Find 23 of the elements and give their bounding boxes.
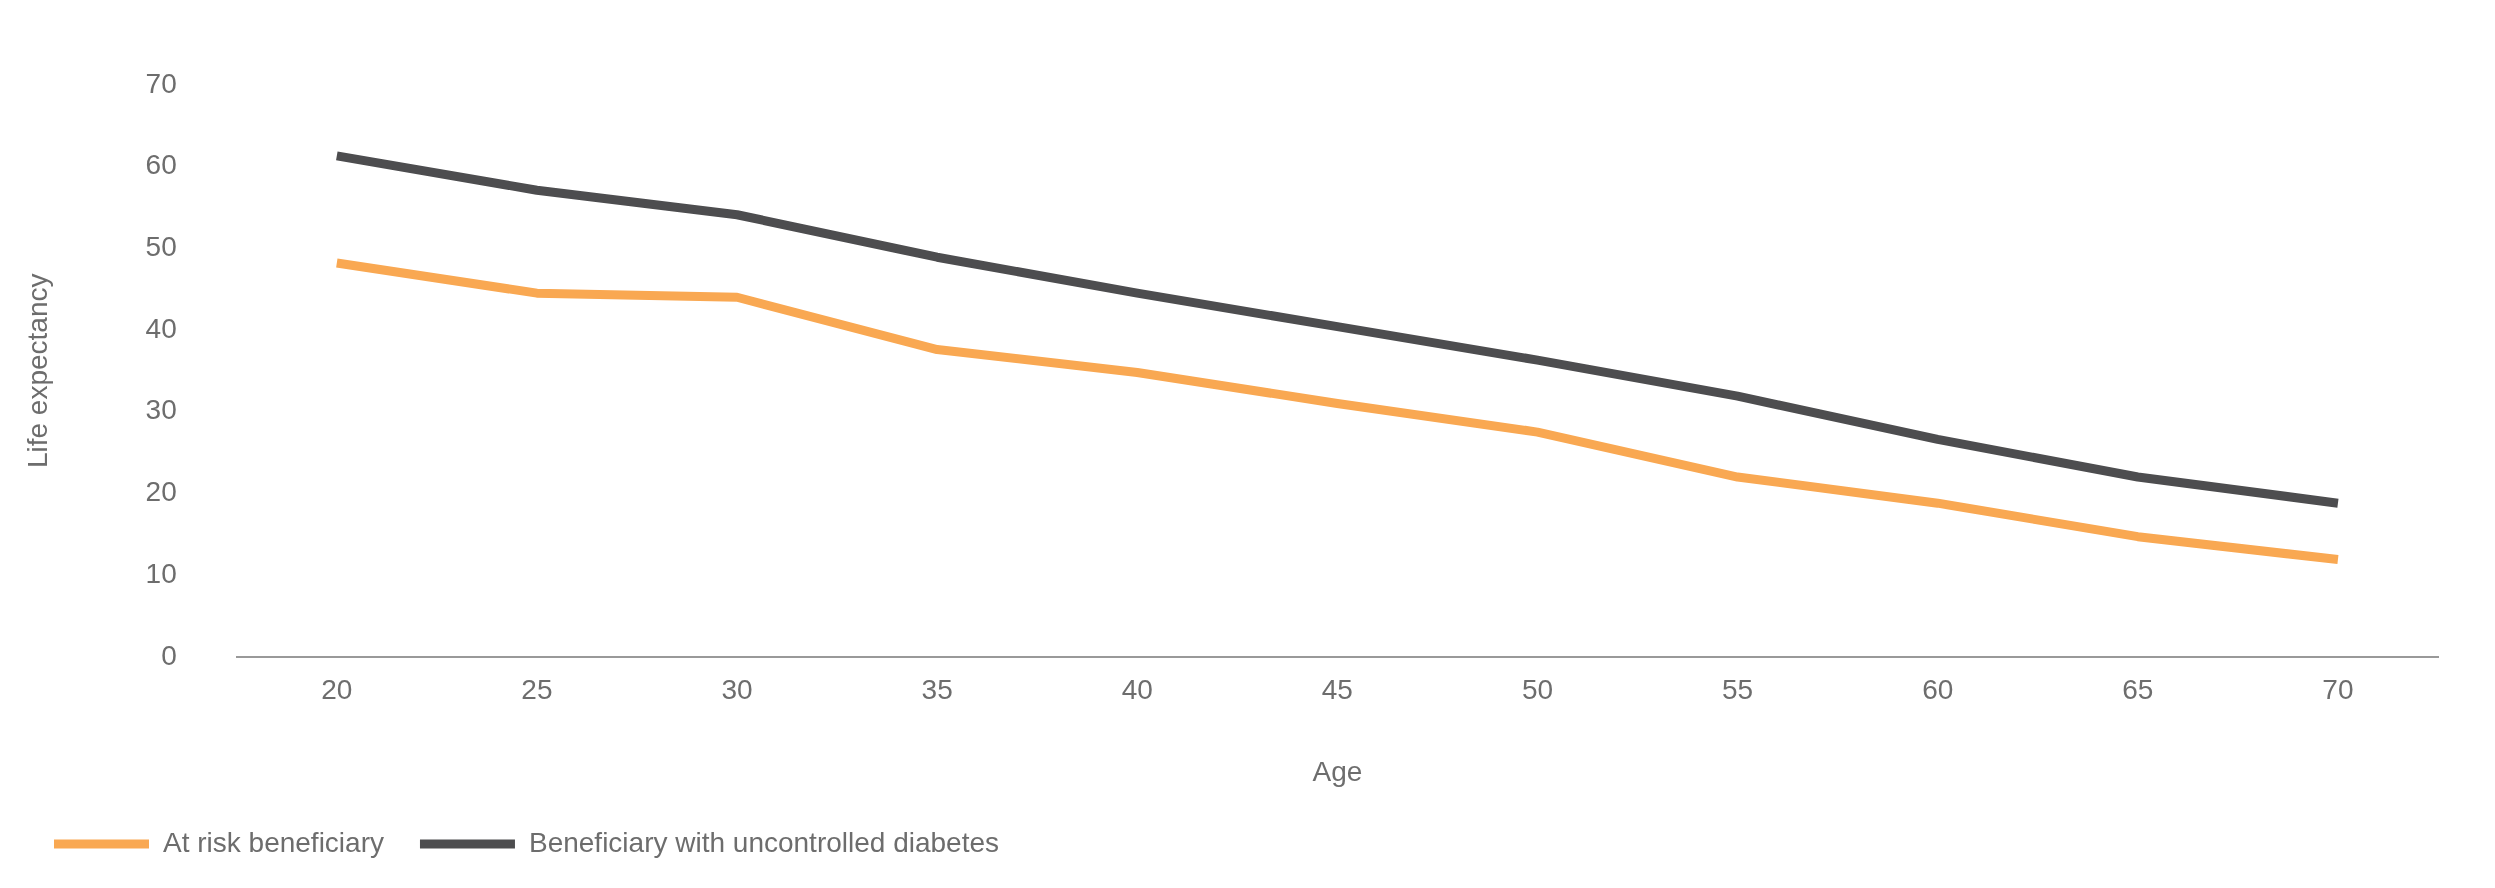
x-tick-label: 50: [1521, 674, 1554, 706]
x-tick-label: 70: [2322, 674, 2354, 706]
x-tick-label: 35: [921, 674, 953, 706]
x-tick-label: 45: [1321, 674, 1353, 706]
x-axis-title: Age: [1312, 755, 1363, 787]
y-tick-label: 50: [145, 230, 177, 262]
x-tick-label: 65: [2122, 674, 2154, 706]
legend-label: Beneficiary with uncontrolled diabetes: [528, 826, 1000, 858]
x-tick-label: 20: [321, 674, 353, 706]
y-tick-label: 0: [161, 639, 177, 671]
y-tick-label: 40: [145, 312, 177, 344]
x-tick-label: 30: [721, 674, 753, 706]
x-tick-label: 25: [521, 674, 553, 706]
y-axis-title: Life expectancy: [21, 273, 53, 469]
y-tick-label: 10: [145, 557, 177, 589]
x-tick-label: 55: [1722, 674, 1754, 706]
x-tick-label: 60: [1922, 674, 1954, 706]
legend-label: At risk beneficiary: [163, 826, 384, 858]
y-tick-label: 70: [145, 67, 177, 99]
y-tick-label: 20: [145, 476, 177, 508]
y-tick-label: 30: [145, 394, 177, 426]
x-tick-label: 40: [1121, 674, 1153, 706]
y-tick-label: 60: [145, 149, 177, 181]
